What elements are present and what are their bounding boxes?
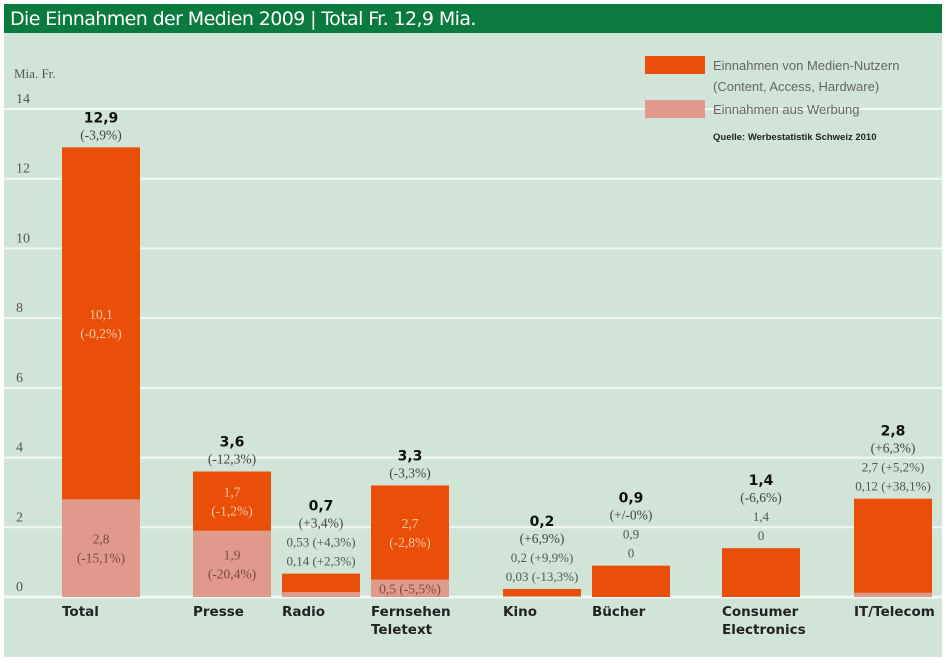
bar-ad-value-label: 2,8 (93, 532, 110, 547)
y-tick-label: 8 (16, 301, 23, 316)
bar-detail-label: 0 (628, 546, 635, 561)
y-axis-unit-label: Mia. Fr. (14, 66, 56, 81)
bar-ad-value-label: 1,9 (224, 547, 241, 562)
y-tick-label: 2 (16, 510, 23, 525)
x-category-label: Teletext (371, 622, 433, 638)
y-tick-label: 6 (16, 371, 23, 386)
source-note: Quelle: Werbestatistik Schweiz 2010 (713, 132, 877, 143)
bar-total-label: 0,7 (309, 499, 334, 515)
bar-total-label: 12,9 (84, 110, 119, 126)
bar-segment-user (371, 485, 449, 580)
bar-detail-label: 2,7 (+5,2%) (862, 460, 925, 475)
bar-user-value-label: (-1,2%) (211, 504, 253, 519)
chart-header: Die Einnahmen der Medien 2009 | Total Fr… (4, 4, 942, 33)
y-tick-label: 14 (16, 92, 30, 107)
bar-segment-user (62, 147, 140, 500)
x-category-label: Kino (503, 604, 537, 620)
x-category-label: Bücher (592, 604, 646, 620)
bar-segment-user (193, 471, 271, 531)
y-tick-label: 0 (16, 580, 23, 595)
legend-label-ad: Einnahmen aus Werbung (713, 102, 859, 117)
bar-detail-label: 0,9 (623, 527, 639, 542)
legend-label-user-line2: (Content, Access, Hardware) (713, 79, 879, 94)
x-category-label: Consumer (722, 604, 799, 620)
bar-detail-label: 0,14 (+2,3%) (286, 554, 355, 569)
bar-total-label: 0,2 (530, 514, 555, 530)
legend-swatch-ad (645, 100, 705, 118)
bar-segment-user (854, 498, 932, 593)
chart-title: Die Einnahmen der Medien 2009 | Total Fr… (10, 8, 476, 30)
chart-panel (4, 4, 942, 657)
bar-ad-value-label: (-20,4%) (208, 566, 256, 581)
bar-total-label: 1,4 (749, 473, 774, 489)
legend-swatch-user (645, 56, 705, 74)
x-category-label: Total (62, 604, 99, 620)
y-tick-label: 12 (16, 162, 30, 177)
bar-segment-ad (854, 592, 932, 597)
x-axis: Total Presse Radio Fernsehen Teletext Kino Büc… (62, 604, 935, 638)
bar-user-value-label: (-2,8%) (389, 535, 431, 550)
bar-user-value-label: 1,7 (224, 485, 241, 500)
bar-segment-user (503, 588, 581, 596)
bar-segment-ad (371, 579, 449, 597)
y-tick-label: 10 (16, 231, 30, 246)
bar-total-label: 3,3 (398, 448, 423, 464)
bar-detail-label: 0 (758, 528, 765, 543)
bar-user-value-label: (-0,2%) (80, 326, 122, 341)
bar-segment-user (722, 548, 800, 597)
bar-total-label: 3,6 (220, 435, 245, 451)
x-category-label: Presse (193, 604, 244, 620)
gridlines (4, 108, 942, 599)
bar-detail-label: 0,2 (+9,9%) (511, 550, 574, 565)
bar-change-label: (+6,3%) (871, 441, 916, 456)
bar-change-label: (-3,9%) (80, 127, 122, 142)
bar-segment-ad (193, 530, 271, 597)
bar-change-label: (-3,3%) (389, 465, 431, 480)
bar-change-label: (-6,6%) (740, 490, 782, 505)
bar-ad-value-label: (-15,1%) (77, 551, 125, 566)
x-category-label: IT/Telecom (854, 604, 935, 620)
bar-change-label: (-12,3%) (208, 452, 256, 467)
bar-segment-ad (503, 595, 581, 597)
bar-user-value-label: 2,7 (402, 516, 419, 531)
bar-detail-label: 1,4 (753, 509, 770, 524)
bar-detail-label: 0,12 (+38,1%) (855, 479, 931, 494)
x-category-label: Radio (282, 604, 325, 620)
bar-detail-label: 0,53 (+4,3%) (286, 535, 355, 550)
bar-segment-user (592, 565, 670, 597)
bar-segment-user (282, 573, 360, 593)
bar-change-label: (+/-0%) (610, 508, 653, 523)
bar-total-label: 0,9 (619, 491, 644, 507)
y-axis: Mia. Fr. 0 2 4 6 8 10 12 14 (14, 66, 56, 595)
y-tick-label: 4 (16, 441, 23, 456)
bar-segment-ad (62, 499, 140, 597)
bar-change-label: (+6,9%) (520, 531, 565, 546)
legend-label-user-line1: Einnahmen von Medien-Nutzern (713, 58, 899, 73)
bar-total-label: 2,8 (881, 424, 906, 440)
x-category-label: Fernsehen (371, 604, 451, 620)
bar-ad-value-label: 0,5 (-5,5%) (379, 581, 441, 596)
bar-user-value-label: 10,1 (89, 307, 113, 322)
bar-change-label: (+3,4%) (299, 516, 344, 531)
x-category-label: Electronics (722, 622, 806, 638)
bar-segment-ad (282, 592, 360, 597)
legend: Einnahmen von Medien-Nutzern (Content, A… (645, 56, 899, 143)
bar-labels: (-3,9%)12,9 10,1 (-0,2%) 2,8 (-15,1%) (-12,3%… (77, 110, 931, 596)
bars (62, 147, 932, 597)
bar-detail-label: 0,03 (-13,3%) (506, 569, 579, 584)
